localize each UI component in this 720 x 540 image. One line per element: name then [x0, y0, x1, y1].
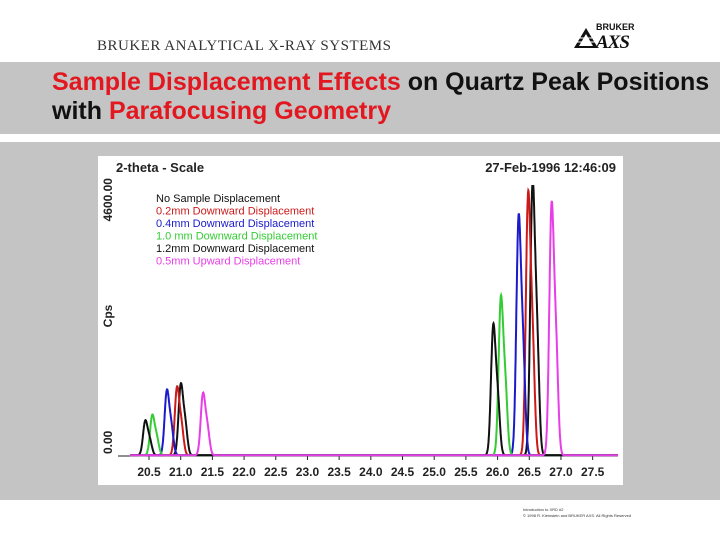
slide-title: Sample Displacement Effects on Quartz Pe…	[52, 68, 712, 126]
legend-entry: 1.2mm Downward Displacement	[156, 243, 314, 255]
x-tick-label: 21.0	[169, 465, 193, 479]
chart-frame: 2-theta - Scale 27-Feb-1996 12:46:09 0.0…	[98, 156, 623, 485]
company-name: BRUKER ANALYTICAL X-RAY SYSTEMS	[97, 38, 392, 54]
xrd-chart: 2-theta - Scale 27-Feb-1996 12:46:09 0.0…	[101, 160, 618, 479]
chart-header-right: 27-Feb-1996 12:46:09	[485, 160, 616, 175]
chart-header-left: 2-theta - Scale	[116, 160, 204, 175]
footer-line-1: Introduction to XRD #2	[523, 507, 564, 512]
title-highlight-2: Parafocusing Geometry	[108, 97, 391, 125]
y-tick-label: 4600.00	[101, 178, 115, 222]
legend-entry: 0.4mm Downward Displacement	[156, 218, 314, 230]
footer: Introduction to XRD #2 © 1998 R. Kleinst…	[523, 507, 631, 519]
series-line	[130, 200, 618, 457]
x-tick-label: 20.5	[137, 465, 161, 479]
footer-line-2: © 1998 R. Kleinstein and BRUKER AXS. All…	[523, 513, 632, 518]
x-tick-label: 25.5	[454, 465, 478, 479]
y-axis-label: Cps	[101, 304, 115, 327]
x-tick-label: 21.5	[201, 465, 225, 479]
y-tick-label: 0.00	[101, 430, 115, 454]
legend-entry: 0.5mm Upward Displacement	[156, 256, 300, 268]
bruker-axs-logo: BRUKER AXS	[572, 22, 635, 54]
x-tick-label: 22.5	[264, 465, 288, 479]
x-tick-label: 27.0	[549, 465, 573, 479]
legend-entry: 0.2mm Downward Displacement	[156, 206, 314, 218]
logo-text-top: BRUKER	[596, 22, 635, 32]
legend-entry: No Sample Displacement	[156, 193, 280, 205]
legend-entry: 1.0 mm Downward Displacement	[156, 231, 317, 243]
x-tick-label: 25.0	[423, 465, 447, 479]
x-tick-label: 26.0	[486, 465, 510, 479]
series-line	[130, 320, 618, 457]
title-plain-1: on Quartz Peak Positions with	[52, 68, 710, 125]
x-tick-label: 26.5	[518, 465, 542, 479]
x-tick-label: 27.5	[581, 465, 605, 479]
x-tick-label: 23.5	[327, 465, 351, 479]
x-tick-label: 24.5	[391, 465, 415, 479]
title-band	[0, 62, 720, 134]
series-line	[130, 291, 618, 457]
logo-text-bottom: AXS	[596, 32, 630, 53]
x-tick-label: 23.0	[296, 465, 320, 479]
x-tick-label: 24.0	[359, 465, 383, 479]
x-tick-label: 22.0	[232, 465, 256, 479]
logo-mark-icon	[574, 28, 598, 48]
slide-header	[0, 0, 720, 62]
title-highlight-1: Sample Displacement Effects	[52, 68, 401, 96]
